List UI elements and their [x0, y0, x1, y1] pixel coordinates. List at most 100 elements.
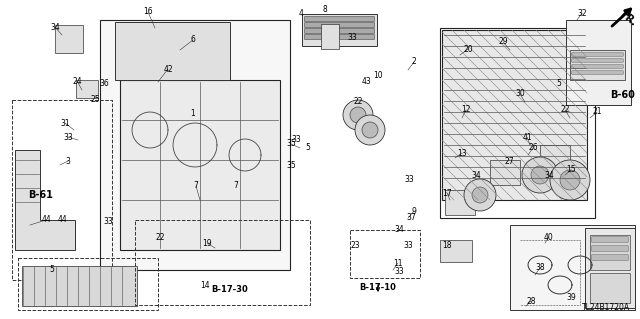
Text: 42: 42	[163, 64, 173, 73]
Bar	[590, 273, 630, 303]
Bar	[135, 220, 310, 305]
FancyBboxPatch shape	[572, 53, 623, 56]
Bar	[350, 230, 420, 278]
Text: 18: 18	[442, 241, 452, 250]
Text: 25: 25	[90, 94, 100, 103]
FancyBboxPatch shape	[305, 17, 374, 21]
FancyBboxPatch shape	[592, 246, 628, 251]
Bar	[442, 30, 587, 200]
FancyBboxPatch shape	[305, 28, 374, 33]
Bar	[445, 190, 475, 215]
Text: 7: 7	[234, 182, 239, 190]
Text: FR.: FR.	[618, 8, 638, 28]
Text: 33: 33	[291, 135, 301, 144]
Bar	[510, 225, 635, 310]
FancyBboxPatch shape	[122, 48, 225, 54]
Text: 1: 1	[191, 108, 195, 117]
Bar	[490, 160, 520, 185]
Text: 22: 22	[353, 98, 363, 107]
Text: 41: 41	[522, 132, 532, 142]
Bar	[120, 80, 280, 250]
Text: 14: 14	[200, 280, 210, 290]
Text: 44: 44	[57, 216, 67, 225]
Text: 35: 35	[286, 139, 296, 149]
Bar	[302, 14, 377, 46]
Text: 8: 8	[323, 5, 328, 14]
Text: 4: 4	[299, 10, 303, 19]
Text: 33: 33	[394, 268, 404, 277]
Bar	[76, 80, 98, 98]
FancyBboxPatch shape	[572, 71, 623, 74]
Text: 44: 44	[41, 216, 51, 225]
Text: 29: 29	[498, 38, 508, 47]
Text: 13: 13	[457, 149, 467, 158]
Circle shape	[550, 160, 590, 200]
Text: 9: 9	[412, 206, 417, 216]
Text: 17: 17	[442, 189, 452, 197]
Bar	[585, 228, 635, 308]
Text: 38: 38	[535, 263, 545, 272]
Text: 22: 22	[156, 233, 164, 241]
Bar	[590, 235, 630, 270]
Text: 33: 33	[404, 175, 414, 184]
Text: 15: 15	[566, 166, 576, 174]
Bar	[18, 258, 158, 310]
Bar	[55, 25, 83, 53]
Circle shape	[560, 170, 580, 190]
Text: 19: 19	[202, 239, 212, 248]
Text: 28: 28	[526, 296, 536, 306]
Text: 5: 5	[305, 143, 310, 152]
FancyBboxPatch shape	[122, 56, 225, 61]
Circle shape	[350, 107, 366, 123]
Text: 40: 40	[544, 233, 554, 241]
Text: 37: 37	[406, 213, 416, 222]
Text: 10: 10	[373, 71, 383, 80]
Bar	[115, 22, 230, 80]
Text: 2: 2	[412, 57, 417, 66]
Circle shape	[472, 187, 488, 203]
Text: 12: 12	[461, 106, 471, 115]
Text: 34: 34	[394, 226, 404, 234]
Text: 35: 35	[286, 161, 296, 170]
Text: 23: 23	[350, 241, 360, 250]
Bar	[100, 20, 290, 270]
Text: 36: 36	[99, 78, 109, 87]
Text: 21: 21	[592, 108, 602, 116]
Circle shape	[343, 100, 373, 130]
Bar	[22, 266, 137, 306]
Bar	[440, 28, 595, 218]
Text: TL24B1720A: TL24B1720A	[582, 303, 630, 312]
FancyBboxPatch shape	[122, 63, 225, 68]
Text: 6: 6	[191, 35, 195, 44]
FancyBboxPatch shape	[592, 255, 628, 260]
Text: 34: 34	[544, 172, 554, 181]
Bar	[118, 22, 228, 77]
Text: 5: 5	[49, 265, 54, 275]
Text: 22: 22	[560, 106, 570, 115]
Circle shape	[522, 157, 558, 193]
FancyBboxPatch shape	[122, 34, 225, 40]
Polygon shape	[15, 150, 75, 250]
Text: 26: 26	[528, 144, 538, 152]
Circle shape	[464, 179, 496, 211]
Text: 31: 31	[60, 118, 70, 128]
FancyBboxPatch shape	[122, 41, 225, 47]
Text: 34: 34	[50, 23, 60, 32]
FancyBboxPatch shape	[122, 27, 225, 33]
Text: B-61: B-61	[28, 190, 53, 200]
FancyBboxPatch shape	[305, 23, 374, 27]
Text: 20: 20	[463, 44, 473, 54]
FancyBboxPatch shape	[572, 65, 623, 68]
Text: 43: 43	[362, 78, 372, 86]
Text: 30: 30	[515, 90, 525, 99]
FancyBboxPatch shape	[305, 34, 374, 40]
Circle shape	[362, 122, 378, 138]
Bar	[440, 240, 472, 262]
Text: 33: 33	[63, 132, 73, 142]
Bar	[540, 145, 570, 170]
Circle shape	[355, 115, 385, 145]
FancyBboxPatch shape	[572, 59, 623, 62]
Bar	[566, 20, 631, 105]
Text: 33: 33	[347, 33, 357, 41]
Text: 3: 3	[65, 157, 70, 166]
